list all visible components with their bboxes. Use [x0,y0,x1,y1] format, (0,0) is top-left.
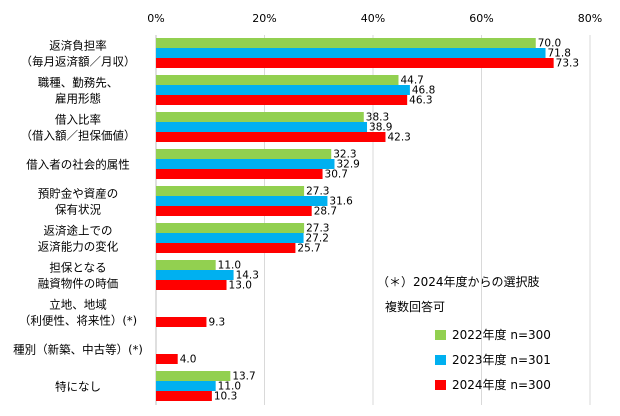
data-label: 46.3 [409,95,432,107]
data-label: 14.3 [236,270,259,282]
category-label: 借入比率（借入額／担保価値） [21,113,136,143]
x-tick-label: 20% [252,12,276,25]
data-label: 10.3 [214,391,237,403]
data-label: 38.3 [366,112,389,124]
data-label: 28.7 [314,206,337,218]
legend-item-2022: 2022年度 n=300 [435,326,551,343]
data-label: 4.0 [180,354,197,366]
category-label: 担保となる融資物件の時価 [38,261,119,291]
bar [156,75,399,85]
legend-item-2023: 2023年度 n=301 [435,351,551,368]
data-label: 30.7 [325,169,348,181]
bar [156,223,305,233]
category-label: 特になし [55,380,101,394]
bar [156,159,335,169]
data-label: 9.3 [208,317,225,329]
bar [156,186,305,196]
bar [156,317,207,327]
bar [156,371,231,381]
legend-swatch-2022 [435,330,446,340]
x-axis-tick-labels: 0% 20% 40% 60% 80% [147,12,602,25]
bar [156,381,216,391]
data-label: 11.0 [218,381,241,393]
category-label: 立地、地域（利便性、将来性）(*) [19,298,137,328]
legend-item-2024: 2024年度 n=300 [435,376,551,393]
data-labels: 70.071.873.3 44.746.846.3 38.338.942.3 32.3… [180,38,579,403]
data-label: 27.3 [306,186,329,198]
x-tick-label: 60% [469,12,493,25]
data-label: 73.3 [556,58,579,70]
data-label: 27.3 [306,223,329,235]
bar [156,85,410,95]
bar [156,169,323,179]
data-label: 46.8 [412,85,435,97]
category-label: 職種、勤務先、雇用形態 [38,76,119,106]
bar [156,58,554,68]
bar [156,243,296,253]
bar [156,196,328,206]
data-label: 25.7 [297,243,320,255]
bar [156,391,212,401]
category-label: 返済負担率（毎月返済額／月収） [21,39,136,69]
annotation-new-option: （＊）2024年度からの選択肢 [377,275,540,289]
bar [156,132,386,142]
x-tick-label: 80% [578,12,602,25]
legend-swatch-2023 [435,355,446,365]
category-label: 返済途上での返済能力の変化 [38,224,119,254]
bar [156,354,178,364]
legend-swatch-2024 [435,380,446,390]
data-label: 44.7 [400,75,423,87]
data-label: 71.8 [548,48,571,60]
bar [156,206,312,216]
category-labels: 返済負担率（毎月返済額／月収） 職種、勤務先、雇用形態借入比率（借入額／担保価値）… [13,39,143,394]
data-label: 32.3 [333,149,356,161]
bar [156,149,332,159]
data-label: 27.2 [306,233,329,245]
data-label: 11.0 [218,260,241,272]
category-label: 借入者の社会的属性 [26,158,130,172]
bar [156,48,546,58]
data-label: 13.0 [229,280,252,292]
legend-label-2022: 2022年度 n=300 [452,328,551,342]
bar [156,112,364,122]
data-label: 31.6 [329,196,353,208]
bars [156,38,554,401]
x-tick-label: 40% [361,12,385,25]
category-label: 預貯金や資産の保有状況 [38,187,119,217]
legend-label-2024: 2024年度 n=300 [452,378,551,392]
data-label: 32.9 [336,159,359,171]
bar [156,122,368,132]
legend-label-2023: 2023年度 n=301 [452,353,551,367]
data-label: 70.0 [538,38,561,50]
data-label: 13.7 [232,371,255,383]
data-label: 38.9 [369,122,392,134]
x-tick-label: 0% [147,12,164,25]
bar [156,260,216,270]
bar [156,95,408,105]
data-label: 42.3 [387,132,410,144]
category-label: 種別（新築、中古等）(*) [13,343,143,357]
bar [156,233,304,243]
bar [156,270,234,280]
annotation-multiple-answers: 複数回答可 [385,300,446,314]
bar [156,38,536,48]
bar [156,280,227,290]
